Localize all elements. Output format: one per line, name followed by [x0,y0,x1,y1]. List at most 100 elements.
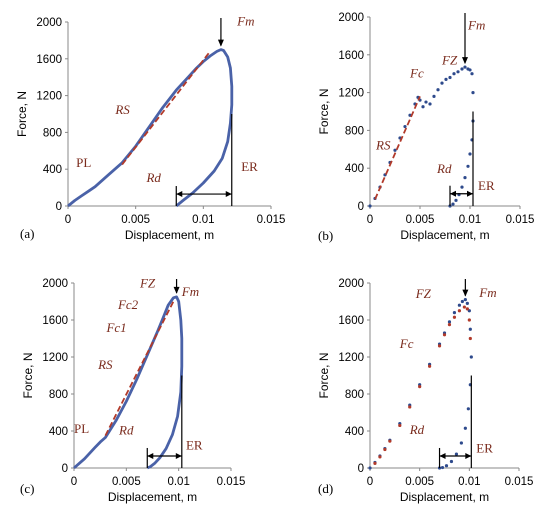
y-tick-label: 800 [345,125,364,137]
data-point [383,447,387,452]
y-tick-label: 800 [49,389,68,401]
data-point [428,364,432,368]
annotation-rs: RS [375,137,391,152]
x-tick-label: 0.015 [505,476,534,488]
rd-arrow-head-left [439,452,446,459]
chart-panel-1: 0 400 800 1200 1600 2000 0 0.005 0.01 0.015 Displa… [15,14,285,242]
y-tick-label: 2000 [36,17,62,29]
reference-dashed-line [121,50,211,166]
chart-panel-4: 0 400 800 1200 1600 2000 0 0.005 0.01 0.015 Displa… [317,278,533,504]
data-point [393,148,397,152]
panel-label: (c) [20,481,34,496]
annotation-fc2: Fc2 [117,297,139,312]
annotation-fz: FZ [139,276,156,291]
annotation-rd: Rd [118,423,134,438]
data-point [436,88,440,92]
annotation-fm: Fm [467,17,485,32]
data-point [468,152,472,156]
y-tick-label: 2000 [338,278,364,290]
fm-arrow-head [462,57,468,65]
data-point [378,455,382,459]
x-tick-label: 0.015 [506,214,535,226]
data-point [408,405,412,409]
data-point [459,441,463,445]
rd-arrow-head-right [225,191,232,198]
data-point [470,72,474,76]
data-point [440,465,445,470]
reference-dashed-line [104,301,175,437]
x-tick-label: 0 [367,476,373,488]
x-tick-label: 0.01 [458,476,480,488]
data-point [447,323,452,327]
data-point [463,426,467,430]
annotation-fc: Fc [409,65,424,80]
x-tick-label: 0.015 [217,476,246,488]
y-tick-label: 1600 [338,315,364,327]
data-point [466,164,470,168]
x-tick-label: 0.01 [192,214,214,226]
data-point [368,466,372,470]
x-tick-label: 0.01 [459,214,481,226]
x-tick-label: 0.005 [405,476,434,488]
data-point [437,344,442,348]
rd-arrow-head-right [465,452,472,459]
y-tick-label: 1200 [36,91,62,103]
fm-arrow-head [217,39,224,47]
rd-arrow-head-left [450,190,456,197]
data-point [465,301,469,305]
data-point [447,320,452,324]
y-tick-label: 400 [345,426,364,438]
fm-arrow-head [462,289,469,297]
y-tick-label: 800 [43,127,62,139]
data-point [428,102,432,106]
data-point [468,327,472,331]
data-point [452,72,456,76]
y-tick-label: 0 [62,463,68,475]
panel-label: (d) [318,481,333,496]
data-point [373,461,377,465]
annotation-fz: FZ [441,52,458,67]
annotation-rs: RS [114,102,130,117]
annotation-er: ER [476,440,493,455]
panel-label: (b) [318,228,333,243]
data-point [418,385,422,389]
data-point [466,407,470,411]
y-tick-label: 1200 [338,88,364,100]
y-tick-label: 1600 [36,54,62,66]
data-point [444,464,449,468]
x-tick-label: 0.01 [167,476,189,488]
y-tick-label: 2000 [338,12,364,24]
annotation-er: ER [186,438,203,453]
data-point [457,309,461,313]
annotation-fm: Fm [181,284,199,299]
data-point [454,198,458,202]
y-tick-label: 400 [345,163,364,175]
force-displacement-curve [67,48,234,208]
annotation-er: ER [241,159,258,174]
y-tick-label: 400 [49,426,68,438]
y-axis-label: Force, N [317,88,331,134]
annotation-rd: Rd [145,170,161,185]
x-tick-label: 0.015 [257,214,286,226]
data-point [452,315,457,319]
data-point [460,67,464,71]
x-tick-label: 0.005 [406,214,435,226]
data-point [451,202,455,206]
data-point [465,307,469,311]
data-point [403,125,407,129]
y-tick-label: 2000 [42,278,68,290]
x-tick-label: 0 [65,214,71,226]
data-point [444,77,448,81]
data-point [456,70,460,74]
data-point [424,100,428,104]
annotation-fc1: Fc1 [105,320,126,335]
annotation-fc: Fc [399,336,414,351]
data-point [463,176,467,180]
rd-arrow-head-right [175,452,182,459]
data-point [449,459,454,464]
data-point [468,68,472,72]
y-tick-label: 1600 [338,50,364,62]
rd-arrow-head-right [467,190,473,197]
data-point [463,298,467,302]
